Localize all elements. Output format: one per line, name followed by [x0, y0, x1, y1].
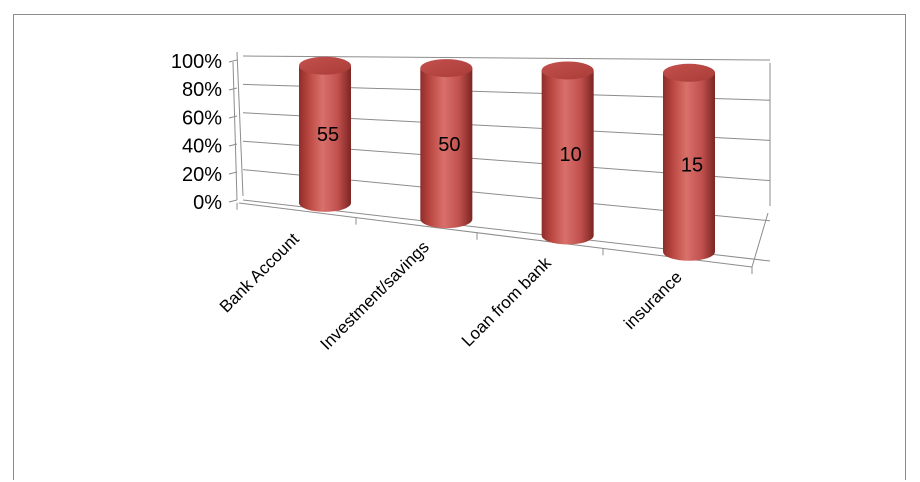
y-tick-mark — [228, 87, 238, 91]
bar-top — [299, 56, 351, 75]
x-axis-line — [238, 202, 753, 268]
data-label: 50 — [438, 134, 460, 156]
y-tick-label: 20% — [182, 164, 222, 186]
bar-top — [420, 59, 473, 78]
y-tick-mark — [228, 143, 238, 147]
y-axis-line — [232, 61, 238, 201]
y-tick-label: 80% — [182, 79, 222, 101]
bar-body — [541, 70, 594, 245]
bar-2 — [541, 61, 594, 245]
y-tick-mark — [228, 115, 238, 119]
bar-top — [541, 61, 594, 80]
category-label: Loan from bank — [458, 253, 555, 350]
bar-1 — [420, 59, 473, 229]
data-label: 15 — [681, 154, 703, 176]
bar-0 — [299, 56, 351, 212]
bar-3 — [663, 63, 715, 261]
y-tick-mark — [228, 199, 238, 203]
back-wall-left-edge — [236, 51, 244, 197]
category-label: Bank Account — [216, 229, 303, 316]
floor-right-edge — [751, 212, 769, 268]
y-tick-label: 40% — [182, 136, 222, 158]
bar-body — [663, 72, 715, 261]
y-tick-label: 60% — [182, 107, 222, 129]
data-label: 55 — [317, 124, 339, 146]
y-tick-label: 100% — [171, 51, 222, 73]
y-tick-label: 0% — [193, 192, 222, 214]
y-tick-mark — [228, 59, 238, 63]
bar-top — [663, 63, 715, 82]
data-label: 10 — [560, 144, 582, 166]
bar-body — [299, 65, 351, 212]
category-label: Investment/savings — [316, 237, 432, 353]
gridline — [242, 55, 771, 61]
category-label: insurance — [620, 267, 686, 333]
y-tick-mark — [228, 171, 238, 175]
bar-body — [420, 68, 473, 229]
